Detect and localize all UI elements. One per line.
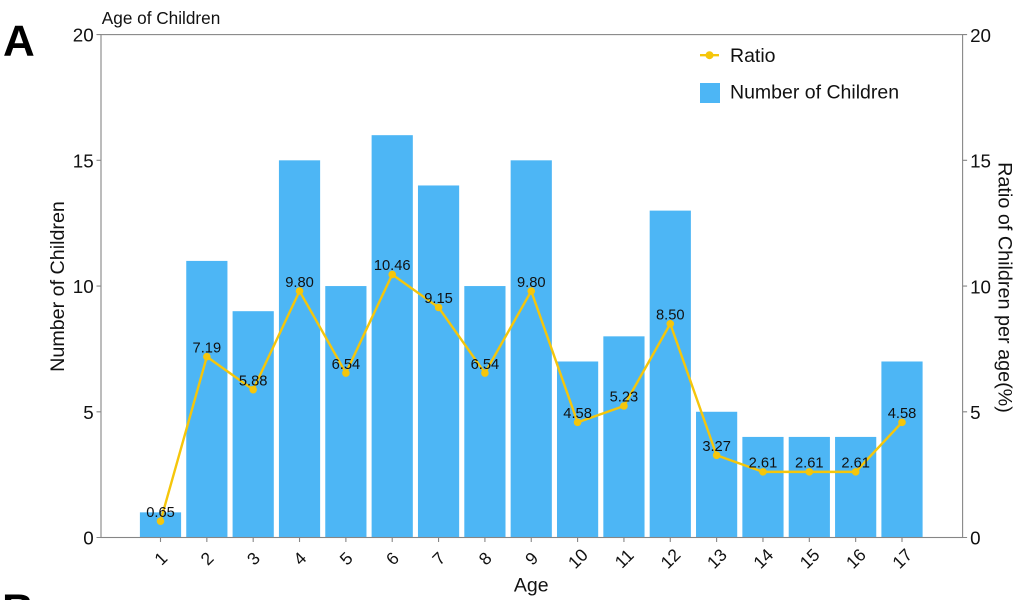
svg-text:5.23: 5.23 xyxy=(610,390,639,406)
svg-text:3.27: 3.27 xyxy=(702,439,731,455)
svg-text:9.15: 9.15 xyxy=(424,291,453,307)
svg-text:10: 10 xyxy=(73,276,94,297)
svg-text:B: B xyxy=(2,586,34,600)
svg-text:15: 15 xyxy=(970,151,991,172)
svg-text:7.19: 7.19 xyxy=(193,340,222,356)
svg-text:Number of Children: Number of Children xyxy=(47,201,69,372)
svg-text:Ratio: Ratio xyxy=(730,45,776,67)
svg-text:2.61: 2.61 xyxy=(841,456,870,472)
svg-text:0: 0 xyxy=(83,528,93,549)
svg-text:6.54: 6.54 xyxy=(471,357,500,373)
svg-text:5: 5 xyxy=(83,402,93,423)
svg-text:A: A xyxy=(3,17,35,66)
svg-text:Age of Children: Age of Children xyxy=(102,8,220,28)
svg-text:2.61: 2.61 xyxy=(749,456,778,472)
svg-text:2.61: 2.61 xyxy=(795,456,824,472)
svg-text:0.65: 0.65 xyxy=(146,505,175,521)
svg-text:9.80: 9.80 xyxy=(517,275,546,291)
svg-text:20: 20 xyxy=(73,25,94,46)
svg-text:20: 20 xyxy=(970,25,991,46)
svg-text:4.58: 4.58 xyxy=(563,406,592,422)
svg-text:10.46: 10.46 xyxy=(374,258,411,274)
svg-text:8.50: 8.50 xyxy=(656,307,685,323)
svg-text:4.58: 4.58 xyxy=(888,406,917,422)
svg-text:9.80: 9.80 xyxy=(285,275,314,291)
svg-text:5: 5 xyxy=(970,402,980,423)
svg-text:10: 10 xyxy=(970,276,991,297)
svg-text:6.54: 6.54 xyxy=(332,357,361,373)
svg-text:Number of Children: Number of Children xyxy=(730,82,899,104)
svg-text:Ratio of Children per age(%): Ratio of Children per age(%) xyxy=(994,162,1016,413)
svg-text:5.88: 5.88 xyxy=(239,373,268,389)
svg-text:15: 15 xyxy=(73,150,94,171)
svg-text:Age: Age xyxy=(514,575,549,597)
svg-text:0: 0 xyxy=(970,528,980,549)
